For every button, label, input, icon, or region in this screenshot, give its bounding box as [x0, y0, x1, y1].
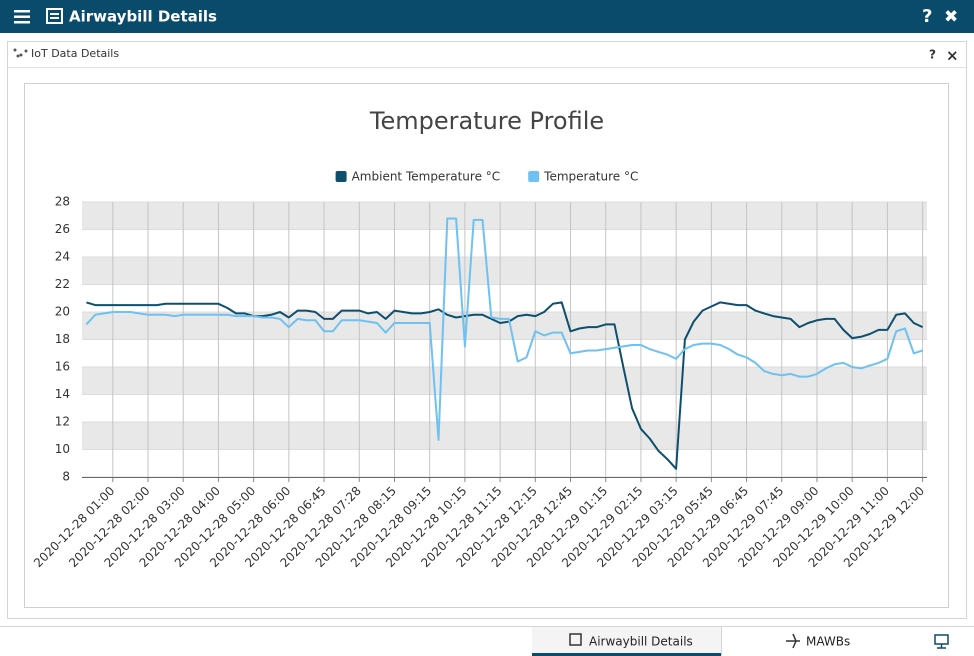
tab-airwaybill[interactable]: Airwaybill Details	[589, 635, 693, 649]
legend-marker	[335, 171, 347, 182]
panel-help[interactable]: ?	[929, 48, 936, 62]
awb-icon	[46, 8, 63, 24]
y-tick-label: 22	[55, 277, 70, 291]
y-tick-label: 28	[55, 195, 70, 209]
chart-title: Temperature Profile	[369, 107, 604, 135]
tab-underline	[532, 653, 721, 656]
series-line	[85, 217, 923, 441]
monitor-icon[interactable]	[934, 634, 949, 649]
menu-icon[interactable]	[14, 10, 30, 24]
y-tick-label: 10	[55, 442, 70, 456]
legend-marker	[528, 171, 540, 182]
plane-icon	[786, 633, 800, 649]
tab-active-bg	[532, 627, 721, 656]
grid-band	[82, 422, 927, 450]
panel-title: IoT Data Details	[31, 47, 119, 60]
page-title: Airwaybill Details	[69, 8, 217, 26]
iot-icon	[13, 48, 28, 58]
y-tick-label: 26	[55, 222, 70, 236]
y-tick-label: 24	[55, 250, 70, 264]
help-button[interactable]: ?	[922, 6, 932, 27]
chart-frame	[24, 83, 949, 608]
grid-band	[82, 312, 927, 340]
grid-band	[82, 367, 927, 395]
y-tick-label: 16	[55, 360, 70, 374]
y-tick-label: 18	[55, 332, 70, 346]
grid-band	[82, 257, 927, 285]
y-tick-label: 14	[55, 387, 70, 401]
y-tick-label: 20	[55, 305, 70, 319]
panel-close[interactable]: ×	[946, 47, 959, 65]
top-bar	[0, 0, 974, 33]
tab-mawbs[interactable]: MAWBs	[806, 635, 850, 649]
legend-label: Temperature °C	[543, 170, 638, 184]
grid-band	[82, 202, 927, 230]
tab-icon	[569, 633, 582, 646]
y-tick-label: 8	[62, 470, 70, 484]
close-button[interactable]: ✖	[944, 7, 958, 27]
y-tick-label: 12	[55, 415, 70, 429]
series-line	[86, 301, 924, 470]
legend-label: Ambient Temperature °C	[352, 170, 501, 184]
